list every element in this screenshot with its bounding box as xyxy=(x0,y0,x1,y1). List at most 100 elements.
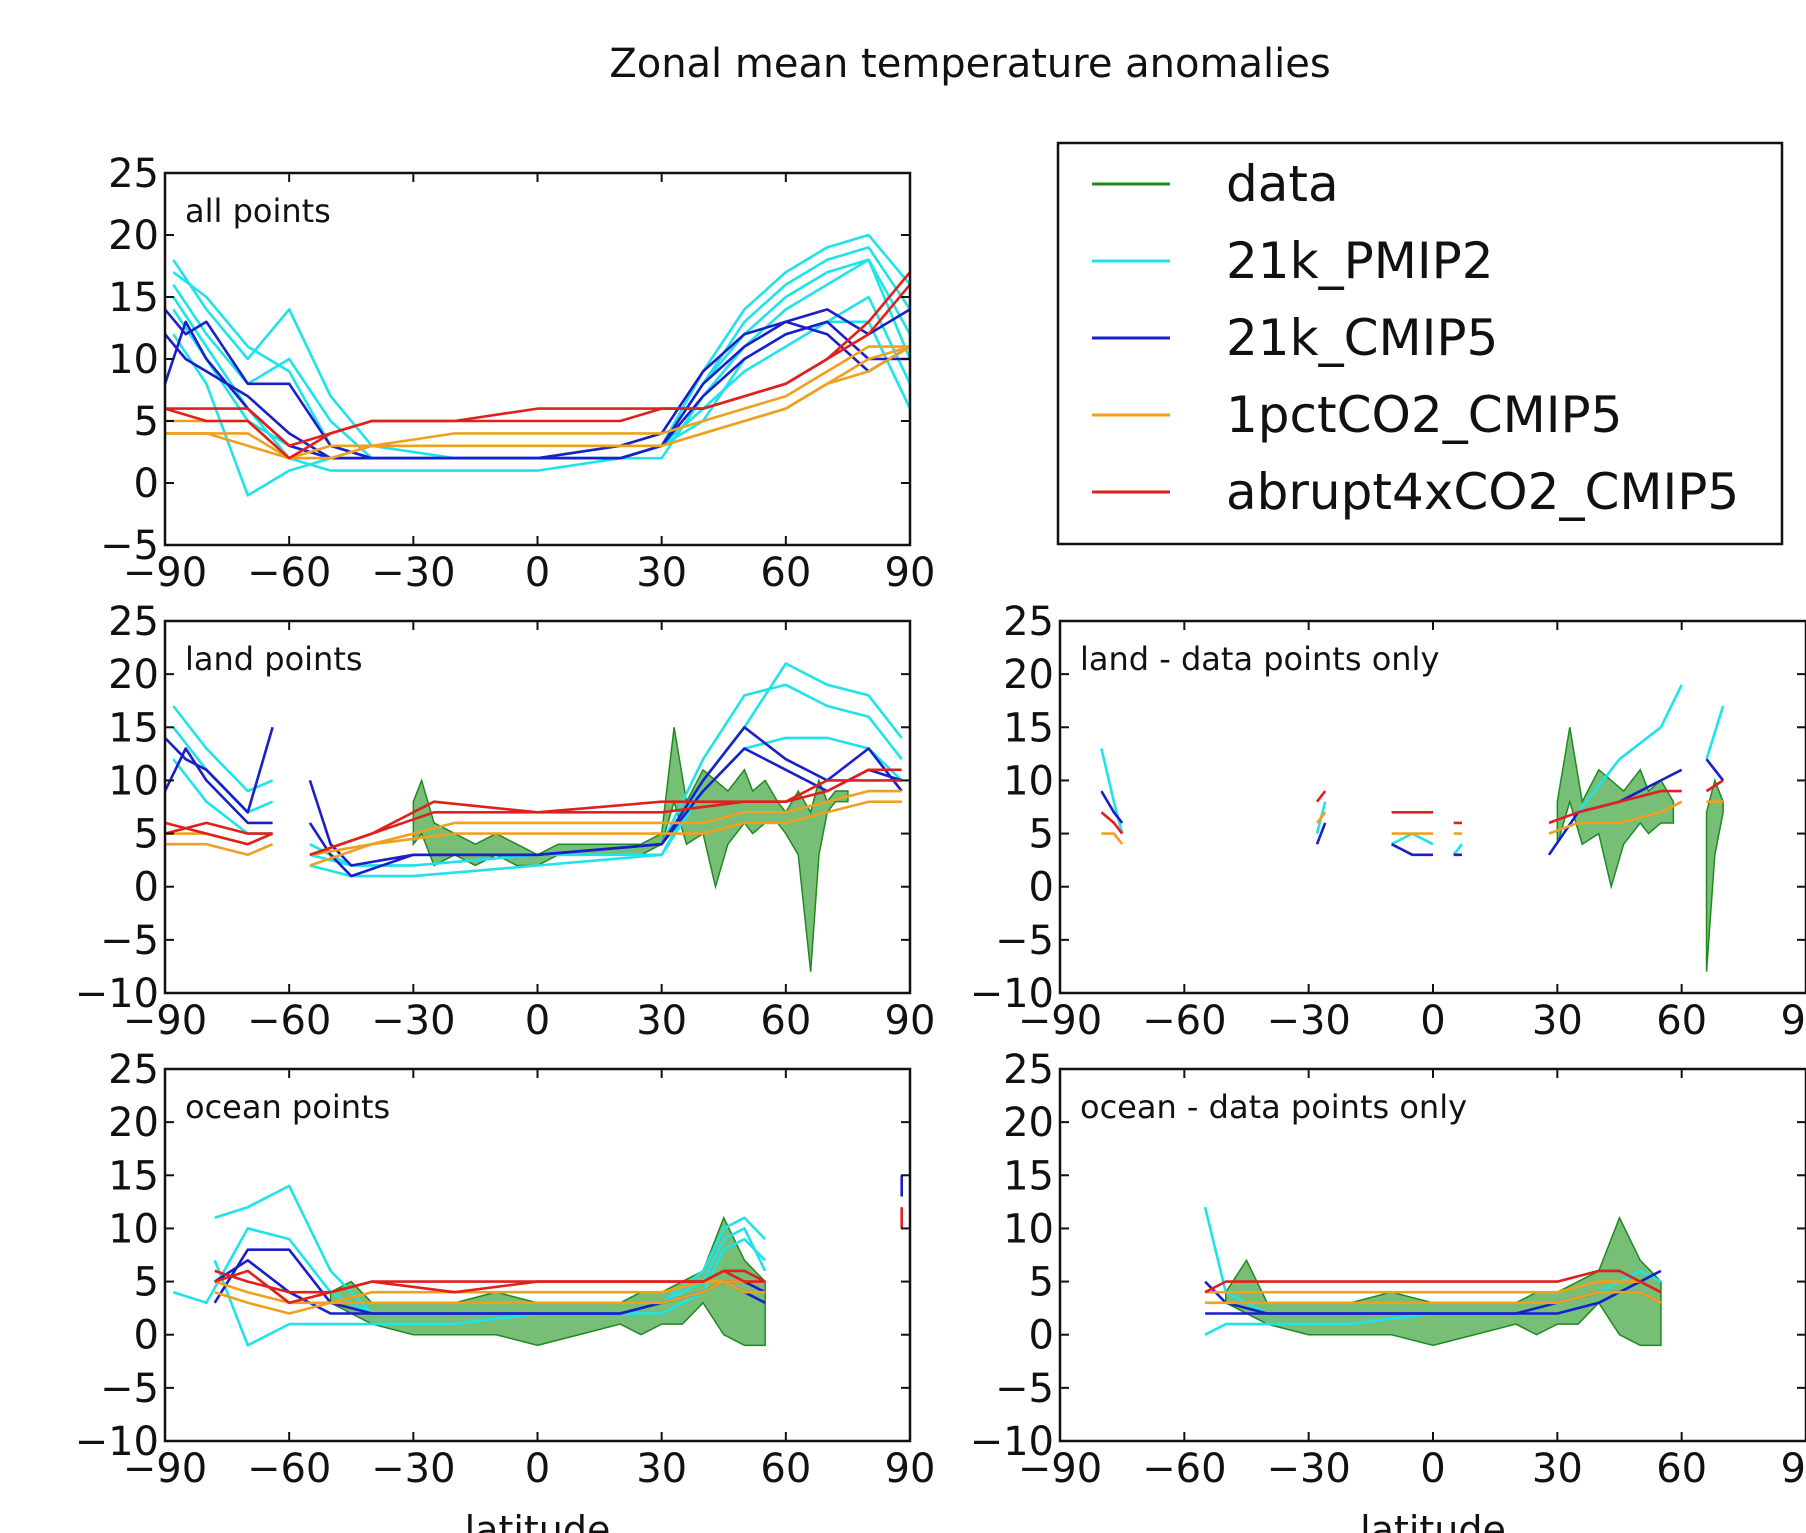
plot-area xyxy=(165,621,910,993)
panel-1: −90 −60 −30 0 30 60 90 −5 0 5 10 15 20 25 all points xyxy=(100,151,935,596)
y-tick-label: −10 xyxy=(970,971,1054,1017)
y-tick-label: 5 xyxy=(1029,812,1054,858)
y-tick-label: 20 xyxy=(108,1100,159,1146)
legend-entry-1pctco2-cmip5: 1pctCO2_CMIP5 xyxy=(1092,386,1622,444)
series-line-pct1 xyxy=(1205,1280,1662,1294)
y-tick-label: −5 xyxy=(100,918,159,964)
x-tick-label: −60 xyxy=(247,998,331,1044)
x-tick-label: 90 xyxy=(885,1446,936,1492)
y-tick-label: −10 xyxy=(970,1419,1054,1465)
x-tick-label: 90 xyxy=(885,550,936,596)
y-tick-label: 25 xyxy=(108,151,159,197)
series-line-abrupt4x xyxy=(1100,779,1724,835)
y-tick-label: 0 xyxy=(134,865,159,911)
x-tick-label: 0 xyxy=(1420,1446,1445,1492)
y-tick-label: 15 xyxy=(1003,705,1054,751)
series-line-pct1 xyxy=(165,800,902,867)
y-tick-label: 0 xyxy=(134,1313,159,1359)
y-tick-label: 15 xyxy=(108,1153,159,1199)
panel-label: land - data points only xyxy=(1080,640,1439,678)
panel-label: ocean points xyxy=(185,1088,390,1126)
y-tick-label: 20 xyxy=(1003,1100,1054,1146)
x-tick-label: 30 xyxy=(636,998,687,1044)
y-tick-label: −5 xyxy=(995,918,1054,964)
x-tick-label: 90 xyxy=(885,998,936,1044)
x-tick-label: −90 xyxy=(123,550,207,596)
y-tick-label: 20 xyxy=(1003,652,1054,698)
y-tick-label: −5 xyxy=(100,523,159,569)
y-tick-label: 25 xyxy=(1003,1047,1054,1093)
x-tick-label: 60 xyxy=(760,1446,811,1492)
x-tick-label: 30 xyxy=(636,550,687,596)
series-line-pct1 xyxy=(1101,800,1724,846)
legend-entry-abrupt4xco2-cmip5: abrupt4xCO2_CMIP5 xyxy=(1092,463,1739,521)
x-tick-label: −90 xyxy=(123,998,207,1044)
panel-5: −90 −60 −30 0 30 60 90 −10 −5 0 5 10 15 20 25 ocean - d… xyxy=(970,1047,1806,1533)
panel-label: land points xyxy=(185,640,363,678)
y-tick-label: 15 xyxy=(108,275,159,321)
y-tick-label: 5 xyxy=(134,399,159,445)
series-line-pct1 xyxy=(1205,1290,1662,1305)
x-tick-label: 90 xyxy=(1781,998,1806,1044)
x-tick-label: 0 xyxy=(525,998,550,1044)
panels: −90 −60 −30 0 30 60 90 −5 0 5 10 15 20 25 all points −9… xyxy=(75,151,1806,1533)
y-tick-label: 10 xyxy=(108,337,159,383)
legend: data 21k_PMIP2 21k_CMIP5 1pctCO2_CMIP5 a… xyxy=(1056,141,1784,546)
plot-area xyxy=(1060,1069,1806,1441)
y-tick-label: −10 xyxy=(75,1419,159,1465)
y-tick-label: 25 xyxy=(108,1047,159,1093)
panel-2: −90 −60 −30 0 30 60 90 −10 −5 0 5 10 15 20 25 land poin… xyxy=(75,599,936,1044)
legend-label-data: data xyxy=(1226,155,1339,213)
y-tick-label: 20 xyxy=(108,213,159,259)
series-line-cmip5-21k xyxy=(1100,758,1725,857)
x-tick-label: 90 xyxy=(1781,1446,1806,1492)
panel-label: all points xyxy=(185,192,331,230)
x-tick-label: −60 xyxy=(247,1446,331,1492)
x-tick-label: −90 xyxy=(1018,1446,1102,1492)
x-axis-label: latitude xyxy=(1360,1508,1506,1533)
x-tick-label: −90 xyxy=(123,1446,207,1492)
x-axis-label: latitude xyxy=(465,1508,611,1533)
panel-4: −90 −60 −30 0 30 60 90 −10 −5 0 5 10 15 20 25 ocean poi… xyxy=(75,1047,936,1533)
y-tick-label: 5 xyxy=(134,1260,159,1306)
series-line-abrupt4x xyxy=(214,1269,766,1294)
plot-area xyxy=(1060,621,1806,993)
y-tick-label: −10 xyxy=(75,971,159,1017)
y-tick-label: 0 xyxy=(1029,1313,1054,1359)
y-tick-label: 25 xyxy=(1003,599,1054,645)
data-range-band xyxy=(1705,777,1724,972)
x-tick-label: −60 xyxy=(1142,998,1226,1044)
series-line-pct1 xyxy=(165,345,911,460)
figure-title: Zonal mean temperature anomalies xyxy=(609,41,1330,87)
y-tick-label: −5 xyxy=(100,1366,159,1412)
legend-label-21k-pmip2: 21k_PMIP2 xyxy=(1226,232,1494,290)
x-tick-label: 30 xyxy=(1532,1446,1583,1492)
y-tick-label: 15 xyxy=(1003,1153,1054,1199)
x-tick-label: −90 xyxy=(1018,998,1102,1044)
legend-box xyxy=(1056,141,1784,546)
y-tick-label: 10 xyxy=(1003,758,1054,804)
x-tick-label: −60 xyxy=(1142,1446,1226,1492)
x-tick-label: 0 xyxy=(525,1446,550,1492)
data-range-band xyxy=(1556,727,1675,890)
legend-label-abrupt4xco2-cmip5: abrupt4xCO2_CMIP5 xyxy=(1226,463,1739,521)
x-tick-label: 0 xyxy=(525,550,550,596)
x-tick-label: −60 xyxy=(247,550,331,596)
x-tick-label: 60 xyxy=(1656,998,1707,1044)
x-tick-label: 60 xyxy=(760,550,811,596)
x-tick-label: −30 xyxy=(371,1446,455,1492)
series-line-abrupt4x xyxy=(164,779,902,857)
y-tick-label: 10 xyxy=(108,1206,159,1252)
series-line-cmip5-21k xyxy=(164,320,911,460)
y-tick-label: 20 xyxy=(108,652,159,698)
series-line-abrupt4x xyxy=(1204,1269,1662,1294)
panel-3: −90 −60 −30 0 30 60 90 −10 −5 0 5 10 15 20 25 land - da… xyxy=(970,599,1806,1044)
x-tick-label: 30 xyxy=(1532,998,1583,1044)
y-tick-label: 10 xyxy=(1003,1206,1054,1252)
y-tick-label: 5 xyxy=(1029,1260,1054,1306)
legend-entry-21k-pmip2: 21k_PMIP2 xyxy=(1092,232,1494,290)
plot-area xyxy=(165,1069,910,1441)
legend-label-21k-cmip5: 21k_CMIP5 xyxy=(1226,309,1498,367)
x-tick-label: −30 xyxy=(1266,1446,1350,1492)
